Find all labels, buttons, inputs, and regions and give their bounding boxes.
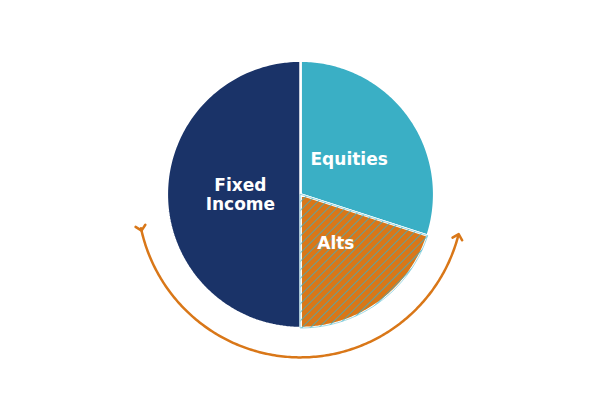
svg-text:FixedIncome: FixedIncome xyxy=(206,175,275,214)
svg-text:Alts: Alts xyxy=(317,233,354,253)
svg-text:Equities: Equities xyxy=(310,149,387,169)
